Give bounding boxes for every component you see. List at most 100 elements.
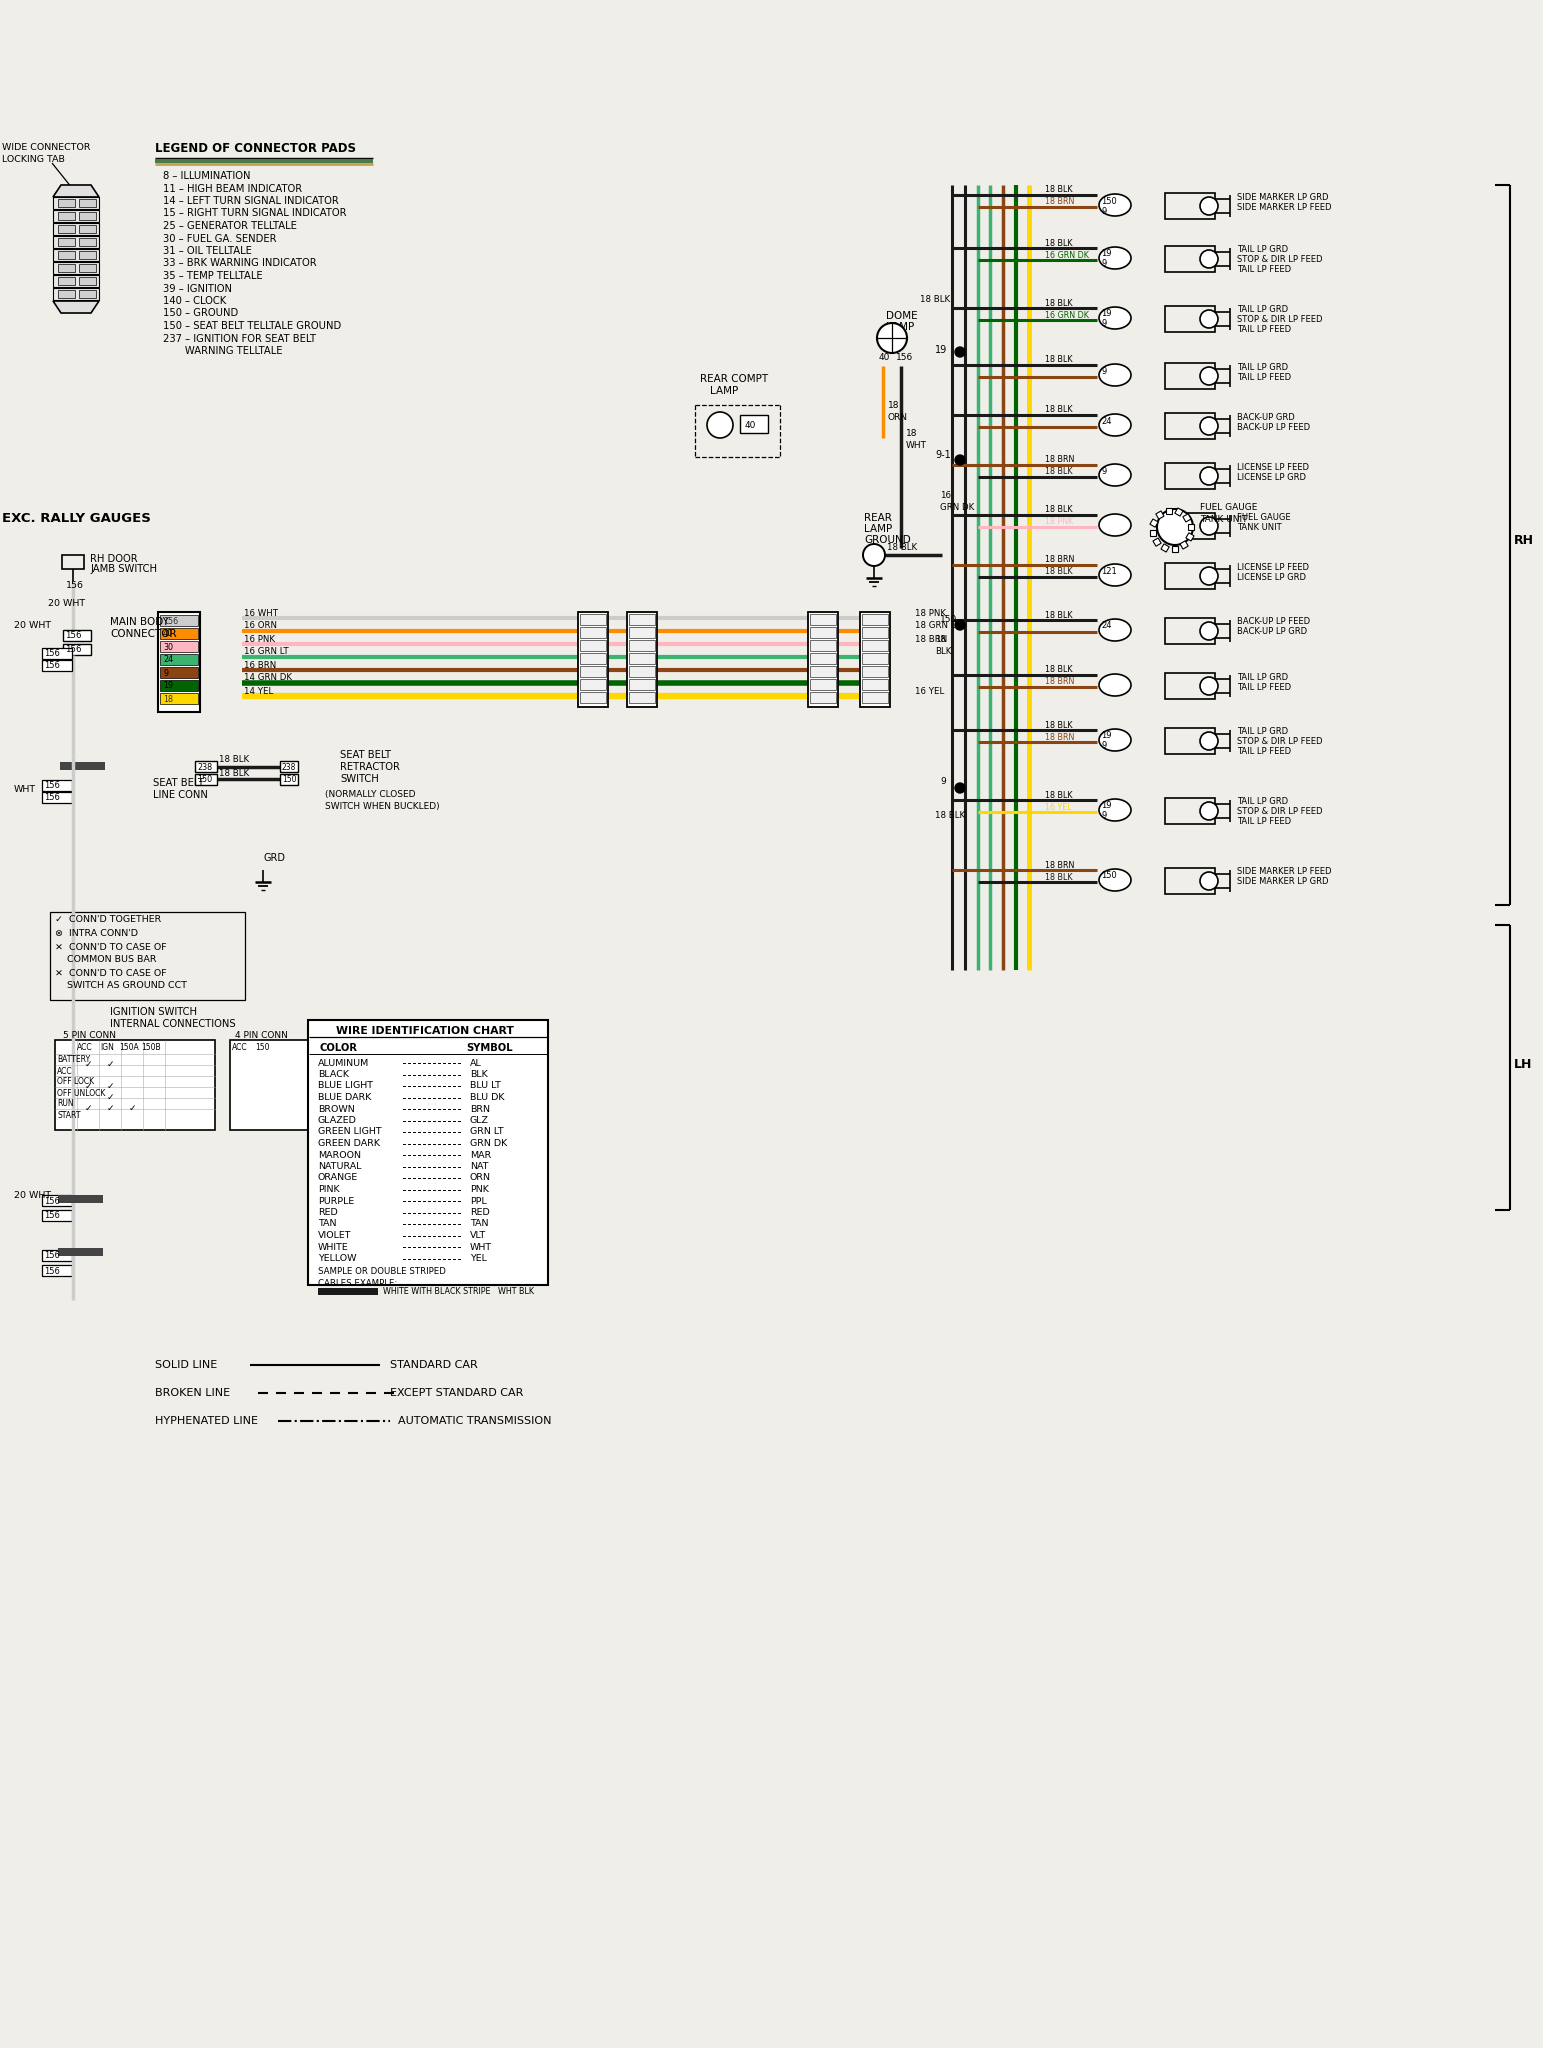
Ellipse shape: [1099, 414, 1131, 436]
Bar: [579, 612, 608, 707]
Text: LEGEND OF CONNECTOR PADS: LEGEND OF CONNECTOR PADS: [154, 141, 356, 154]
Text: WARNING TELLTALE: WARNING TELLTALE: [164, 346, 282, 356]
Text: 25 – GENERATOR TELLTALE: 25 – GENERATOR TELLTALE: [164, 221, 296, 231]
Bar: [52, 236, 99, 248]
Text: 156: 156: [896, 354, 913, 362]
Bar: [580, 666, 606, 678]
Bar: [59, 225, 76, 233]
Bar: [1165, 799, 1214, 823]
Text: 16 BRN: 16 BRN: [244, 662, 276, 670]
Text: SIDE MARKER LP FEED: SIDE MARKER LP FEED: [1237, 868, 1332, 877]
Bar: [160, 629, 198, 639]
Bar: [160, 692, 198, 705]
Bar: [42, 780, 73, 791]
Text: BACK-UP LP FEED: BACK-UP LP FEED: [1237, 422, 1310, 432]
Bar: [79, 199, 96, 207]
Text: 18 BLK: 18 BLK: [1045, 467, 1072, 477]
Text: 18 BRN: 18 BRN: [915, 635, 947, 643]
Ellipse shape: [1099, 729, 1131, 752]
Text: 150: 150: [1102, 872, 1117, 881]
Text: 18 BRN: 18 BRN: [1045, 860, 1074, 870]
Circle shape: [955, 346, 964, 356]
Text: GROUND: GROUND: [864, 535, 910, 545]
Text: ✓: ✓: [106, 1092, 114, 1102]
Circle shape: [1200, 309, 1217, 328]
Bar: [1165, 305, 1214, 332]
Bar: [1187, 532, 1194, 541]
Circle shape: [1200, 418, 1217, 434]
Bar: [160, 614, 198, 627]
Bar: [79, 276, 96, 285]
Text: DOME: DOME: [886, 311, 918, 322]
Text: 24: 24: [164, 655, 173, 664]
Bar: [59, 213, 76, 219]
Circle shape: [1200, 516, 1217, 535]
Text: (NORMALLY CLOSED: (NORMALLY CLOSED: [326, 791, 415, 799]
Bar: [580, 653, 606, 664]
Bar: [810, 666, 836, 678]
Bar: [42, 1249, 73, 1262]
Bar: [79, 238, 96, 246]
Text: WIRE IDENTIFICATION CHART: WIRE IDENTIFICATION CHART: [336, 1026, 514, 1036]
Bar: [630, 680, 654, 690]
Circle shape: [1200, 803, 1217, 819]
Text: 156: 156: [45, 1251, 60, 1260]
Text: 35 – TEMP TELLTALE: 35 – TEMP TELLTALE: [164, 270, 262, 281]
Bar: [810, 692, 836, 702]
Text: 18 PNK: 18 PNK: [915, 608, 946, 618]
Text: STANDARD CAR: STANDARD CAR: [390, 1360, 478, 1370]
Text: SIDE MARKER LP GRD: SIDE MARKER LP GRD: [1237, 193, 1329, 201]
Bar: [42, 1210, 73, 1221]
Text: 30: 30: [164, 643, 173, 651]
Text: LICENSE LP FEED: LICENSE LP FEED: [1237, 563, 1308, 571]
Text: 121: 121: [1102, 567, 1117, 575]
Bar: [863, 639, 889, 651]
Text: TAIL LP FEED: TAIL LP FEED: [1237, 817, 1291, 827]
Text: SWITCH WHEN BUCKLED): SWITCH WHEN BUCKLED): [326, 803, 440, 811]
Text: 39 – IGNITION: 39 – IGNITION: [164, 283, 231, 293]
Text: GLZ: GLZ: [471, 1116, 489, 1124]
Bar: [318, 1288, 378, 1294]
Bar: [741, 416, 768, 432]
Text: GLAZED: GLAZED: [318, 1116, 356, 1124]
Text: 19: 19: [935, 344, 947, 354]
Circle shape: [707, 412, 733, 438]
Text: RH: RH: [1514, 532, 1534, 547]
Bar: [52, 250, 99, 260]
Text: LOCKING TAB: LOCKING TAB: [2, 154, 65, 164]
Text: 156: 156: [45, 649, 60, 659]
Text: FUEL GAUGE: FUEL GAUGE: [1237, 512, 1290, 522]
Bar: [1165, 463, 1214, 489]
Text: BLK: BLK: [471, 1069, 488, 1079]
Text: 156: 156: [65, 631, 82, 641]
Bar: [42, 659, 73, 672]
Bar: [52, 289, 99, 299]
Text: 5 PIN CONN: 5 PIN CONN: [63, 1032, 116, 1040]
Text: 18 BLK: 18 BLK: [1045, 791, 1072, 799]
Text: 9: 9: [164, 668, 168, 678]
Bar: [626, 612, 657, 707]
Bar: [157, 612, 201, 713]
Text: TAN: TAN: [318, 1219, 336, 1229]
Text: 9: 9: [1102, 207, 1106, 215]
Text: ✓: ✓: [85, 1081, 93, 1090]
Text: LINE CONN: LINE CONN: [153, 791, 208, 801]
Text: ACC: ACC: [57, 1067, 73, 1075]
Circle shape: [1200, 367, 1217, 385]
Text: SAMPLE OR DOUBLE STRIPED: SAMPLE OR DOUBLE STRIPED: [318, 1268, 446, 1276]
Text: ORN: ORN: [471, 1174, 491, 1182]
Text: 20 WHT: 20 WHT: [14, 621, 51, 629]
Circle shape: [955, 621, 964, 631]
Text: SIDE MARKER LP FEED: SIDE MARKER LP FEED: [1237, 203, 1332, 211]
Text: AL: AL: [471, 1059, 481, 1067]
Bar: [1183, 514, 1191, 522]
Text: YELLOW: YELLOW: [318, 1253, 356, 1264]
Bar: [49, 911, 245, 999]
Bar: [580, 692, 606, 702]
Bar: [52, 262, 99, 274]
Text: 156: 156: [66, 580, 83, 590]
Bar: [1167, 508, 1173, 514]
Text: RUN: RUN: [57, 1100, 74, 1108]
Text: RED: RED: [318, 1208, 338, 1217]
Text: COLOR: COLOR: [319, 1042, 358, 1053]
